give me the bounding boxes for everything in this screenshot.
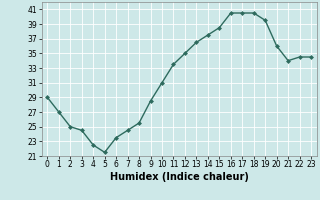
X-axis label: Humidex (Indice chaleur): Humidex (Indice chaleur) xyxy=(110,172,249,182)
